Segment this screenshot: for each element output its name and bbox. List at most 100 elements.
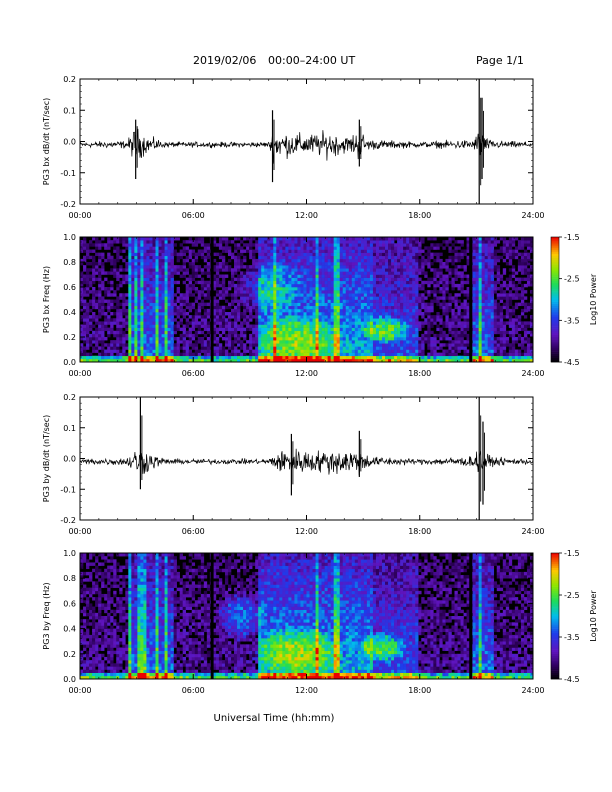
spectrogram-cell: [473, 334, 476, 337]
spectrogram-cell: [488, 259, 491, 262]
spectrogram-cell: [104, 337, 107, 340]
spectrogram-cell: [394, 278, 397, 281]
spectrogram-cell: [454, 306, 457, 309]
spectrogram-cell: [409, 275, 412, 278]
spectrogram-cell: [433, 337, 436, 340]
spectrogram-cell: [291, 240, 294, 243]
spectrogram-cell: [473, 262, 476, 265]
spectrogram-cell: [98, 284, 101, 287]
spectrogram-cell: [128, 300, 131, 303]
spectrogram-cell: [479, 265, 482, 268]
spectrogram-cell: [391, 287, 394, 290]
spectrogram-cell: [128, 303, 131, 306]
spectrogram-cell: [237, 337, 240, 340]
spectrogram-cell: [397, 268, 400, 271]
spectrogram-cell: [276, 243, 279, 246]
spectrogram-cell: [137, 300, 140, 303]
spectrogram-cell: [409, 350, 412, 353]
spectrogram-cell: [325, 275, 328, 278]
spectrogram-cell: [297, 303, 300, 306]
spectrogram-cell: [400, 296, 403, 299]
spectrogram-cell: [479, 315, 482, 318]
spectrogram-cell: [458, 306, 461, 309]
spectrogram-cell: [379, 340, 382, 343]
spectrogram-cell: [361, 268, 364, 271]
spectrogram-cell: [261, 268, 264, 271]
spectrogram-cell: [473, 306, 476, 309]
spectrogram-cell: [412, 290, 415, 293]
spectrogram-cell: [313, 237, 316, 240]
spectrogram-cell: [430, 281, 433, 284]
x-axis-label: Universal Time (hh:mm): [214, 713, 335, 724]
spectrogram-cell: [98, 334, 101, 337]
spectrogram-cell: [231, 281, 234, 284]
spectrogram-cell: [349, 271, 352, 274]
spectrogram-cell: [119, 265, 122, 268]
spectrogram-cell: [201, 321, 204, 324]
spectrogram-cell: [479, 240, 482, 243]
spectrogram-cell: [346, 309, 349, 312]
spectrogram-cell: [313, 268, 316, 271]
spectrogram-cell: [246, 328, 249, 331]
spectrogram-cell: [291, 321, 294, 324]
spectrogram-cell: [403, 246, 406, 249]
spectrogram-cell: [146, 331, 149, 334]
spectrogram-cell: [430, 346, 433, 349]
spectrogram-cell: [482, 312, 485, 315]
spectrogram-cell: [255, 356, 258, 359]
spectrogram-cell: [183, 350, 186, 353]
spectrogram-cell: [473, 268, 476, 271]
spectrogram-cell: [464, 343, 467, 346]
spectrogram-cell: [379, 353, 382, 356]
spectrogram-cell: [303, 340, 306, 343]
spectrogram-cell: [189, 343, 192, 346]
spectrogram-cell: [273, 293, 276, 296]
spectrogram-cell: [403, 290, 406, 293]
spectrogram-cell: [201, 284, 204, 287]
spectrogram-cell: [300, 237, 303, 240]
spectrogram-cell: [412, 287, 415, 290]
spectrogram-cell: [134, 306, 137, 309]
spectrogram-cell: [409, 268, 412, 271]
spectrogram-cell: [491, 290, 494, 293]
spectrogram-cell: [116, 346, 119, 349]
spectrogram-cell: [165, 290, 168, 293]
spectrogram-cell: [137, 287, 140, 290]
spectrogram-cell: [192, 271, 195, 274]
spectrogram-cell: [83, 256, 86, 259]
spectrogram-cell: [445, 243, 448, 246]
spectrogram-cell: [267, 278, 270, 281]
spectrogram-cell: [316, 281, 319, 284]
spectrogram-cell: [485, 350, 488, 353]
spectrogram-cell: [83, 268, 86, 271]
spectrogram-cell: [143, 309, 146, 312]
spectrogram-cell: [319, 290, 322, 293]
spectrogram-cell: [246, 250, 249, 253]
spectrogram-cell: [337, 250, 340, 253]
spectrogram-cell: [116, 259, 119, 262]
spectrogram-cell: [171, 356, 174, 359]
spectrogram-cell: [491, 281, 494, 284]
spectrogram-cell: [261, 250, 264, 253]
spectrogram-cell: [89, 328, 92, 331]
spectrogram-cell: [352, 259, 355, 262]
spectrogram-cell: [225, 334, 228, 337]
spectrogram-cell: [125, 237, 128, 240]
spectrogram-cell: [288, 275, 291, 278]
spectrogram-cell: [364, 309, 367, 312]
spectrogram-cell: [418, 343, 421, 346]
spectrogram-cell: [140, 303, 143, 306]
spectrogram-cell: [331, 337, 334, 340]
spectrogram-cell: [388, 340, 391, 343]
spectrogram-cell: [89, 278, 92, 281]
spectrogram-cell: [273, 271, 276, 274]
spectrogram-cell: [415, 237, 418, 240]
spectrogram-cell: [346, 303, 349, 306]
spectrogram-cell: [482, 256, 485, 259]
spectrogram-cell: [276, 268, 279, 271]
spectrogram-cell: [303, 353, 306, 356]
spectrogram-cell: [258, 262, 261, 265]
spectrogram-cell: [370, 265, 373, 268]
spectrogram-cell: [494, 300, 497, 303]
spectrogram-cell: [159, 328, 162, 331]
